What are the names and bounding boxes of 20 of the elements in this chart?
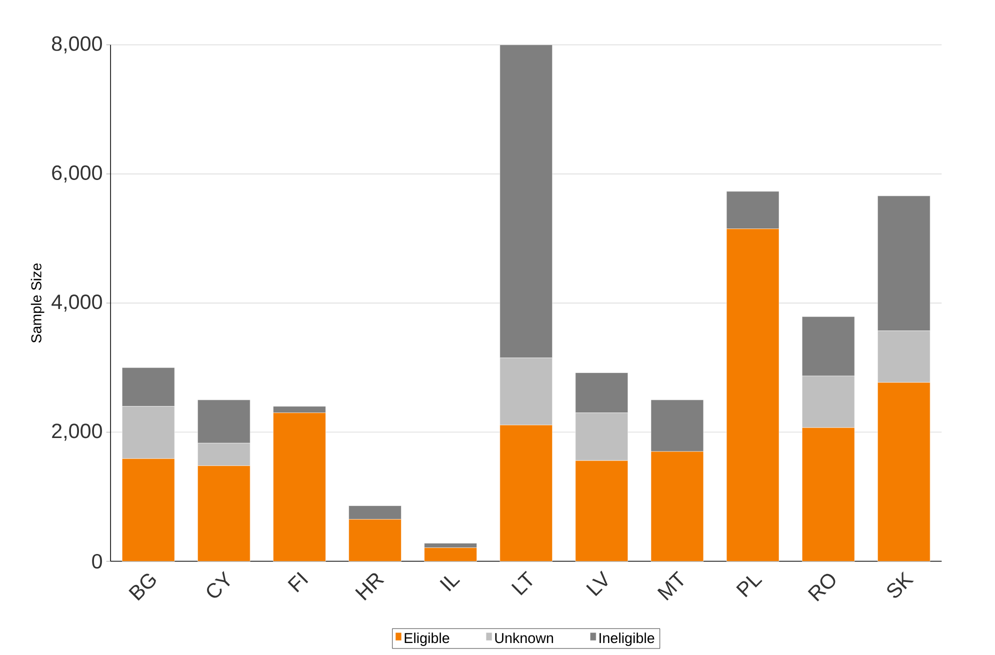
x-tick-label: MT bbox=[657, 570, 684, 601]
x-tick-label: BG bbox=[128, 574, 156, 601]
x-tick-label: IL bbox=[440, 576, 460, 592]
x-tick-label: HR bbox=[355, 573, 384, 601]
y-tick-label: 6,000 bbox=[52, 166, 102, 183]
x-tick-label: CY bbox=[207, 571, 230, 598]
x-tick-label: LV bbox=[586, 570, 608, 596]
x-tick-label: SK bbox=[887, 571, 914, 598]
y-axis-title: Sample Size bbox=[30, 264, 44, 343]
legend-label: Unknown bbox=[495, 632, 554, 644]
y-tick-label: 2,000 bbox=[52, 424, 102, 441]
x-tick-label: LT bbox=[511, 570, 532, 596]
y-tick-label: 0 bbox=[92, 554, 102, 569]
x-tick-label: PL bbox=[736, 576, 762, 598]
x-tick-label: RO bbox=[808, 574, 836, 602]
legend-label: Eligible bbox=[404, 632, 450, 646]
x-tick-label: FI bbox=[288, 572, 308, 592]
y-tick-label: 8,000 bbox=[52, 36, 102, 54]
y-tick-label: 4,000 bbox=[52, 294, 102, 312]
legend-label: Ineligible bbox=[600, 632, 654, 646]
